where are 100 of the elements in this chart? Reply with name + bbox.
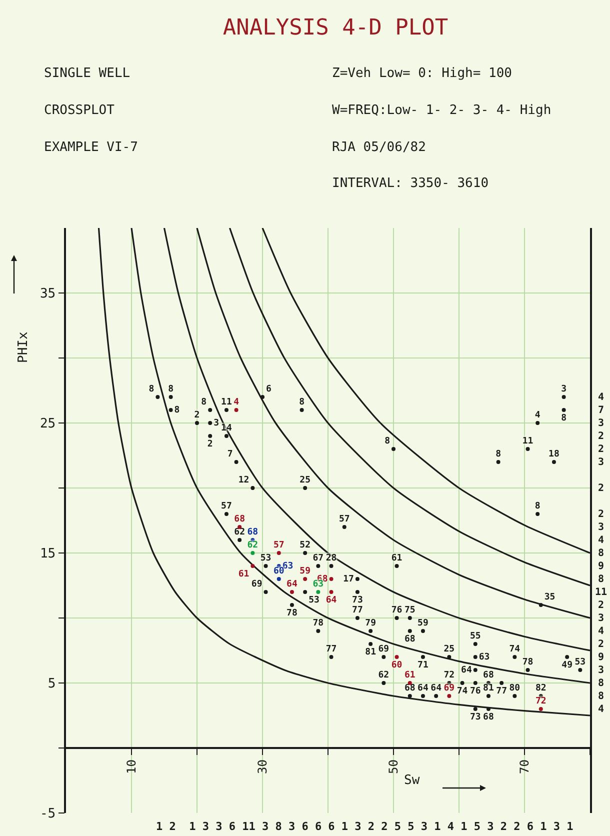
annotation: 80: [509, 683, 520, 694]
point: [538, 707, 543, 711]
x-tick-label: 30: [255, 760, 270, 774]
annotation: 3: [561, 384, 567, 394]
annotation: 4: [534, 410, 541, 420]
annotation: 52: [300, 540, 310, 550]
annotation: 6: [266, 384, 272, 394]
annotation: 68: [404, 634, 416, 644]
y-tick-label: 15: [40, 546, 56, 562]
point: [316, 590, 320, 594]
point: [250, 551, 255, 555]
x-tick-label: 50: [386, 760, 400, 774]
annotation: 72: [444, 670, 455, 680]
annotation: 73: [470, 712, 481, 722]
annotation: 73: [352, 595, 363, 606]
annotation: 63: [478, 652, 490, 662]
annotation: 3: [214, 418, 220, 428]
text: EXAMPLE VI-7: [44, 140, 138, 155]
point: [303, 577, 308, 581]
annotation: 25: [300, 475, 310, 486]
y-tick-label: 35: [40, 286, 56, 302]
y-tick-label: 5: [48, 676, 56, 692]
annotation: 61: [238, 569, 250, 580]
annotation: 75: [404, 605, 416, 616]
annotation: 72: [535, 696, 546, 706]
annotation: 8: [299, 397, 305, 408]
annotation: 64: [418, 683, 429, 694]
annotation: 78: [522, 657, 534, 668]
annotation: 60: [273, 566, 284, 576]
annotation: 77: [496, 686, 507, 696]
annotation: 81: [365, 647, 376, 658]
annotation: 74: [509, 644, 521, 654]
annotation: 64: [461, 665, 472, 676]
annotation: 8: [534, 501, 540, 512]
annotation: 57: [338, 514, 350, 524]
annotation: 69: [378, 644, 390, 654]
annotation: 57: [273, 540, 284, 550]
x-axis-title: Sw: [404, 773, 420, 788]
annotation: 67: [312, 553, 324, 564]
annotation: 59: [418, 618, 428, 628]
point: [447, 694, 452, 698]
y-tick-label: -5: [40, 806, 56, 822]
annotation: 69: [444, 683, 455, 694]
annotation: 8: [496, 449, 502, 460]
point: [290, 590, 294, 594]
text: CROSSPLOT: [44, 103, 115, 118]
point: [250, 564, 255, 568]
annotation: 77: [352, 605, 363, 616]
x-tick-label: 70: [517, 760, 532, 774]
annotation: 49: [562, 660, 572, 670]
point: [276, 577, 281, 581]
annotation: 76: [470, 686, 481, 696]
annotation: 81: [483, 683, 494, 694]
text: RJA 05/06/82: [332, 140, 426, 155]
annotation: 61: [404, 670, 416, 680]
annotation: 8: [148, 384, 154, 394]
annotation: 64: [326, 595, 338, 606]
annotation: 12: [238, 475, 250, 486]
annotation: 62: [234, 527, 245, 538]
annotation: 82: [535, 683, 546, 694]
annotation: 62: [247, 540, 258, 550]
annotation: 71: [418, 660, 428, 670]
annotation: 59: [300, 566, 310, 576]
annotation: 2: [207, 439, 213, 450]
y-tick-label: 25: [40, 416, 56, 432]
annotation: 8: [174, 405, 180, 416]
point: [276, 551, 281, 555]
annotation: 60: [391, 660, 402, 670]
annotation: 53: [260, 553, 272, 564]
x-tick-label: 10: [124, 760, 138, 774]
annotation: 18: [548, 449, 560, 460]
y-axis-title: PHIx: [16, 332, 31, 363]
annotation: 61: [391, 553, 402, 564]
annotation: 25: [444, 644, 455, 654]
point: [234, 408, 238, 412]
annotation: 74: [456, 686, 468, 696]
annotation: 4: [234, 397, 240, 408]
annotation: 68: [404, 683, 416, 694]
annotation: 11: [522, 436, 534, 446]
annotation: 17: [343, 574, 354, 584]
annotation: 55: [470, 631, 481, 642]
text: 4 7 3 2 2 3 2 2 3 4 8 9 8 11 2 3 4 2 9 3 8 8 4: [595, 392, 608, 715]
annotation: 8: [561, 413, 567, 424]
annotation: 78: [286, 608, 298, 618]
annotation: 35: [544, 592, 556, 602]
annotation: 77: [326, 644, 337, 654]
annotation: 8: [384, 436, 390, 446]
text: 1 2 1 3 3 6 11 3 8 3 6 6 6 1 3 2 2 5 5 3 1 4 1 5 3 2 2 6 1 3 1: [156, 820, 574, 833]
annotation: 53: [308, 595, 320, 606]
annotation: 68: [234, 514, 245, 524]
annotation: 7: [227, 449, 233, 460]
annotation: 69: [251, 579, 262, 590]
annotation: 57: [221, 501, 232, 512]
text: W=FREQ:Low- 1- 2- 3- 4- High: [332, 103, 552, 118]
annotation: 8: [201, 397, 207, 408]
annotation: 68: [483, 712, 494, 722]
annotation: 11: [221, 397, 232, 408]
annotation: 76: [391, 605, 402, 616]
annotation: 64: [286, 579, 298, 590]
annotation: 68: [247, 527, 258, 538]
